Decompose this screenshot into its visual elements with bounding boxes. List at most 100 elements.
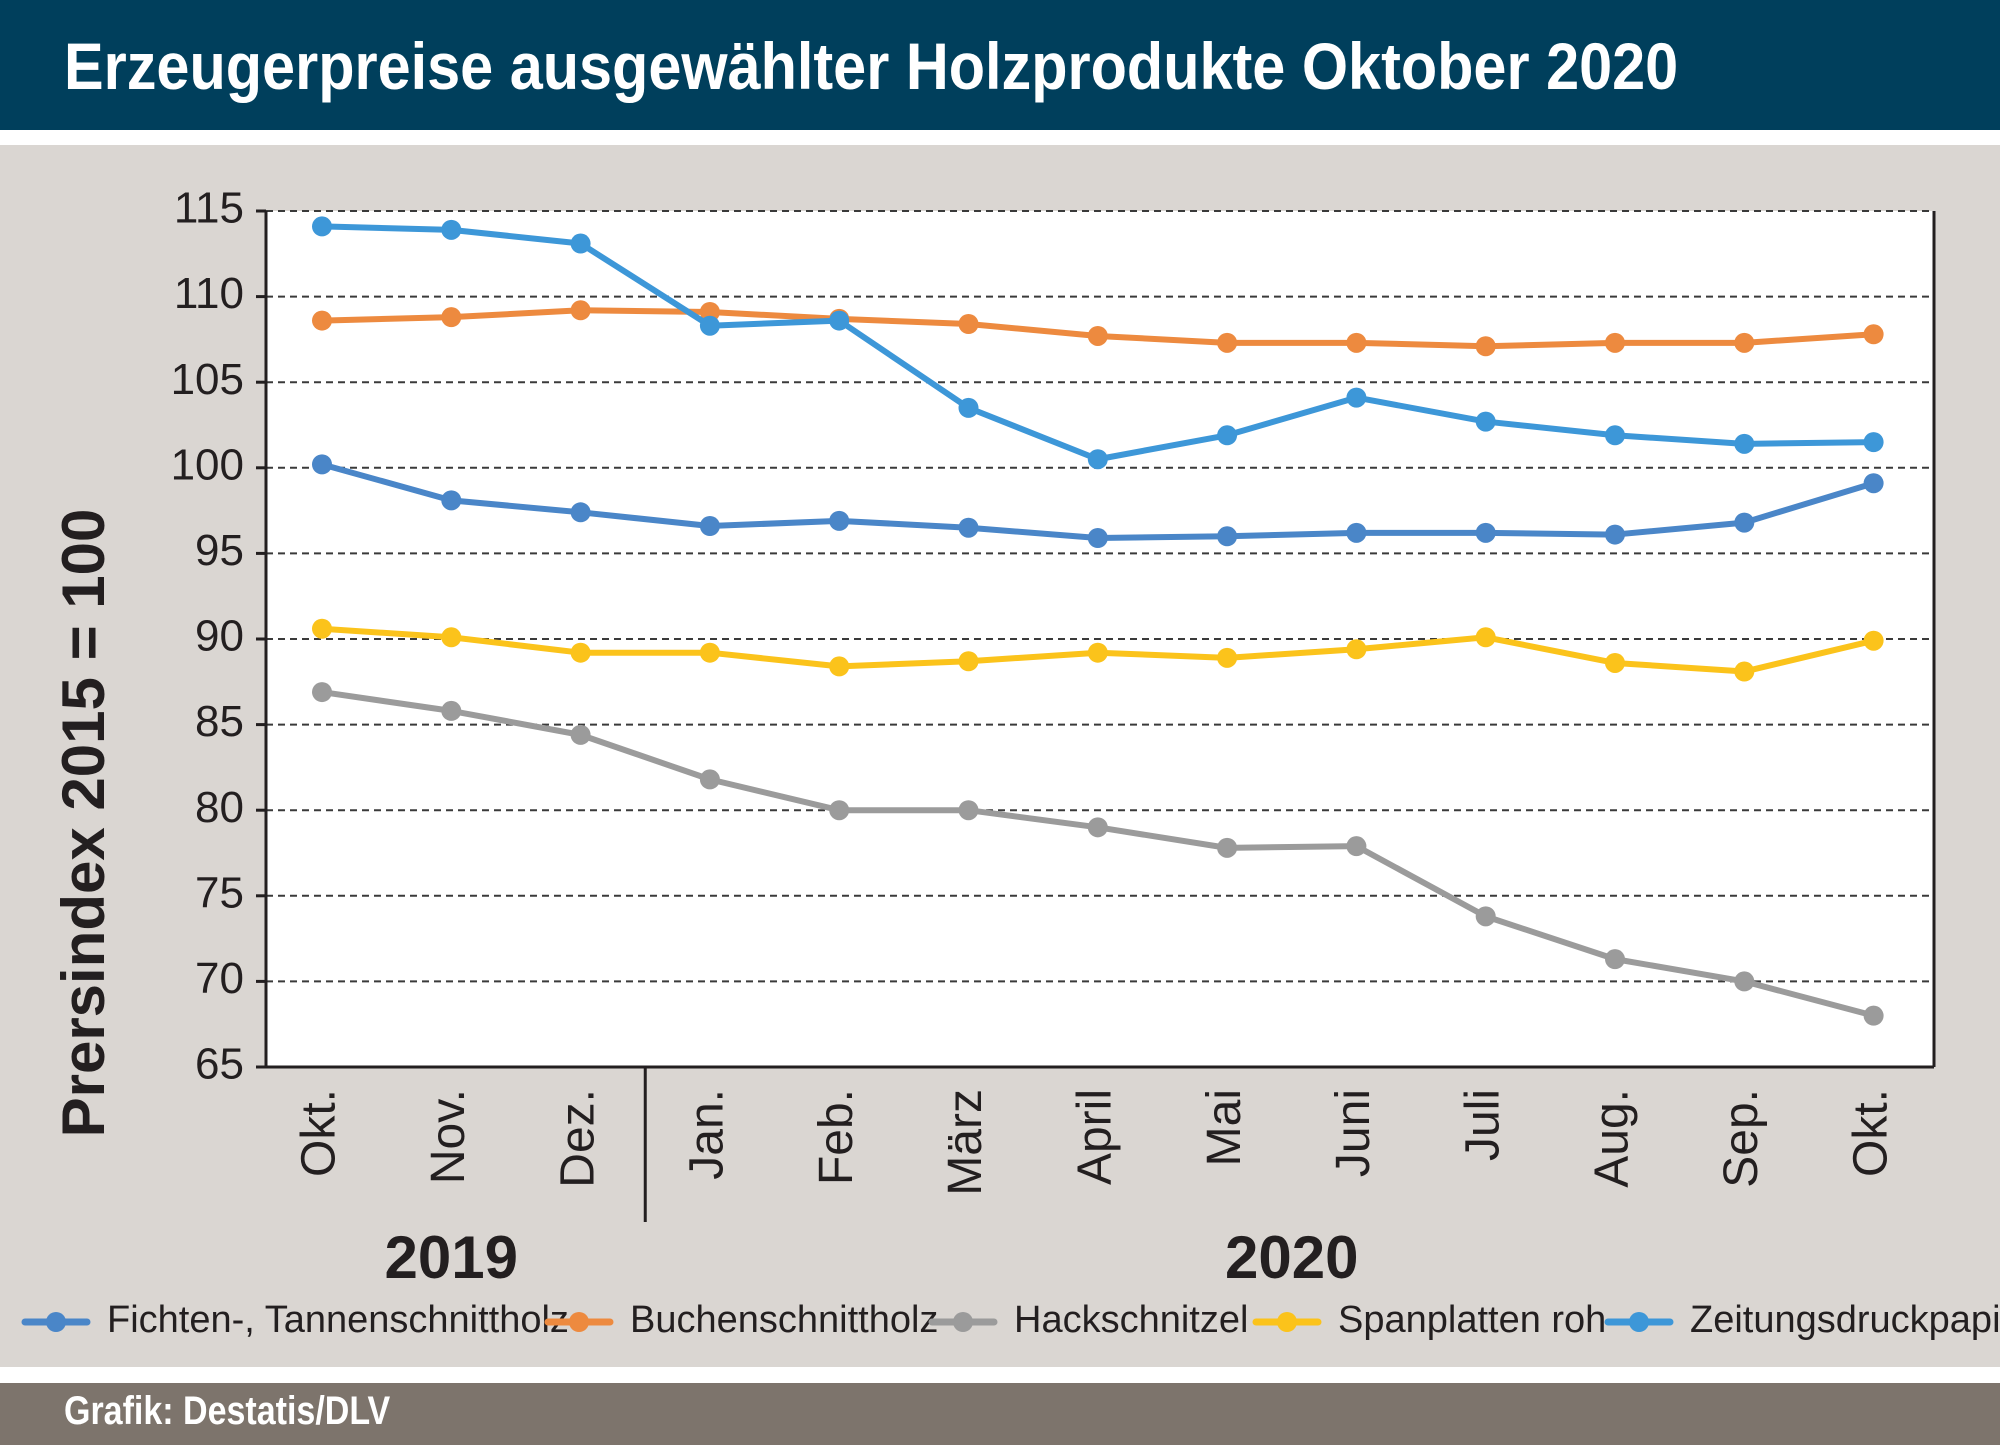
data-point bbox=[1475, 411, 1496, 432]
data-point bbox=[1346, 639, 1367, 660]
legend-marker bbox=[569, 1312, 589, 1332]
data-point bbox=[1863, 1005, 1884, 1026]
legend-item: Zeitungsdruckpapier bbox=[1604, 1299, 2000, 1341]
series-group bbox=[312, 216, 1884, 1026]
data-point bbox=[958, 517, 979, 538]
axes bbox=[264, 211, 1936, 1222]
x-tick-label: Dez. bbox=[551, 1089, 604, 1188]
x-tick-label: März bbox=[939, 1089, 992, 1196]
data-point bbox=[829, 656, 850, 677]
data-point bbox=[1217, 526, 1238, 547]
page-title: Erzeugerpreise ausgewählter Holzprodukte… bbox=[64, 29, 1679, 103]
legend-label: Spanplatten roh bbox=[1338, 1299, 1606, 1341]
year-label: 2020 bbox=[1225, 1224, 1358, 1291]
data-point bbox=[1475, 627, 1496, 648]
legend-label: Zeitungsdruckpapier bbox=[1690, 1299, 2000, 1341]
header-bar: Erzeugerpreise ausgewählter Holzprodukte… bbox=[0, 0, 2000, 130]
legend-label: Fichten-, Tannenschnittholz bbox=[107, 1299, 569, 1341]
legend: Fichten-, Tannenschnittholz Buchenschnitt… bbox=[21, 1299, 2000, 1341]
data-point bbox=[699, 769, 720, 790]
series-Zeitungsdruckpapier bbox=[312, 216, 1884, 470]
data-point bbox=[1217, 425, 1238, 446]
legend-item: Buchenschnittholz bbox=[544, 1299, 938, 1341]
legend-marker bbox=[46, 1312, 66, 1332]
data-point bbox=[958, 800, 979, 821]
data-point bbox=[1734, 661, 1755, 682]
data-point bbox=[1346, 387, 1367, 408]
data-point bbox=[1734, 512, 1755, 533]
data-point bbox=[1346, 522, 1367, 543]
series-Fichten-, Tannenschnittholz bbox=[312, 454, 1884, 548]
data-point bbox=[312, 618, 332, 639]
data-point bbox=[312, 310, 332, 331]
data-point bbox=[1087, 642, 1108, 663]
data-point bbox=[312, 216, 332, 237]
data-point bbox=[1346, 836, 1367, 857]
y-axis-label: Prersindex 2015 = 100 bbox=[50, 509, 117, 1138]
y-tick-label: 70 bbox=[195, 954, 244, 1003]
x-tick-label: Sep. bbox=[1715, 1089, 1768, 1188]
legend-item: Spanplatten roh bbox=[1252, 1299, 1606, 1341]
data-point bbox=[1087, 527, 1108, 548]
data-point bbox=[570, 724, 591, 745]
x-axis-ticks: Okt. Nov. Dez. Jan. Feb. März April Mai Juni Juli… bbox=[293, 1089, 1898, 1196]
footer-bar: Grafik: Destatis/DLV bbox=[0, 1383, 2000, 1445]
x-tick-label: April bbox=[1068, 1089, 1121, 1185]
data-point bbox=[699, 642, 720, 663]
data-point bbox=[1087, 817, 1108, 838]
y-tick-label: 75 bbox=[195, 868, 244, 917]
y-tick-label: 95 bbox=[195, 526, 244, 575]
y-tick-label: 85 bbox=[195, 697, 244, 746]
x-tick-label: Juli bbox=[1456, 1089, 1509, 1161]
y-tick-label: 80 bbox=[195, 783, 244, 832]
data-point bbox=[1087, 449, 1108, 470]
legend-item: Hackschnitzel bbox=[928, 1299, 1248, 1341]
data-point bbox=[958, 651, 979, 672]
legend-marker bbox=[1629, 1312, 1649, 1332]
data-point bbox=[312, 454, 332, 475]
x-tick-label: Nov. bbox=[422, 1089, 475, 1184]
y-axis-ticks: 65 70 75 80 85 90 95 100 105 110 115 bbox=[171, 184, 266, 1089]
data-point bbox=[829, 510, 850, 531]
data-point bbox=[1217, 332, 1238, 353]
data-point bbox=[441, 307, 462, 328]
series-Spanplatten roh bbox=[312, 618, 1884, 682]
data-point bbox=[312, 682, 332, 703]
y-tick-label: 90 bbox=[195, 612, 244, 661]
data-point bbox=[1475, 906, 1496, 927]
series-Buchenschnittholz bbox=[312, 300, 1884, 357]
data-point bbox=[1475, 336, 1496, 357]
data-point bbox=[570, 502, 591, 523]
legend-item: Fichten-, Tannenschnittholz bbox=[21, 1299, 569, 1341]
x-tick-label: Aug. bbox=[1586, 1089, 1639, 1188]
data-point bbox=[958, 397, 979, 418]
data-point bbox=[441, 490, 462, 511]
y-tick-label: 105 bbox=[171, 355, 244, 404]
x-tick-label: Jan. bbox=[681, 1089, 734, 1180]
x-tick-label: Feb. bbox=[810, 1089, 863, 1185]
data-point bbox=[570, 300, 591, 321]
data-point bbox=[699, 302, 720, 323]
data-point bbox=[570, 233, 591, 254]
source-credit: Grafik: Destatis/DLV bbox=[64, 1389, 391, 1433]
y-tick-label: 110 bbox=[174, 269, 244, 318]
legend-label: Hackschnitzel bbox=[1014, 1299, 1248, 1341]
data-point bbox=[1863, 432, 1884, 453]
y-tick-label: 115 bbox=[174, 184, 244, 233]
legend-label: Buchenschnittholz bbox=[630, 1299, 938, 1341]
data-point bbox=[1605, 949, 1625, 970]
x-tick-label: Okt. bbox=[1844, 1089, 1897, 1177]
data-point bbox=[699, 315, 720, 336]
data-point bbox=[1605, 425, 1625, 446]
data-point bbox=[1217, 837, 1238, 858]
y-tick-label: 100 bbox=[171, 440, 244, 489]
data-point bbox=[1087, 325, 1108, 346]
data-point bbox=[1734, 332, 1755, 353]
data-point bbox=[1863, 630, 1884, 651]
data-point bbox=[829, 800, 850, 821]
data-point bbox=[1863, 473, 1884, 494]
year-labels: 2019 2020 bbox=[385, 1224, 1359, 1291]
data-point bbox=[1734, 433, 1755, 454]
year-label: 2019 bbox=[385, 1224, 518, 1291]
